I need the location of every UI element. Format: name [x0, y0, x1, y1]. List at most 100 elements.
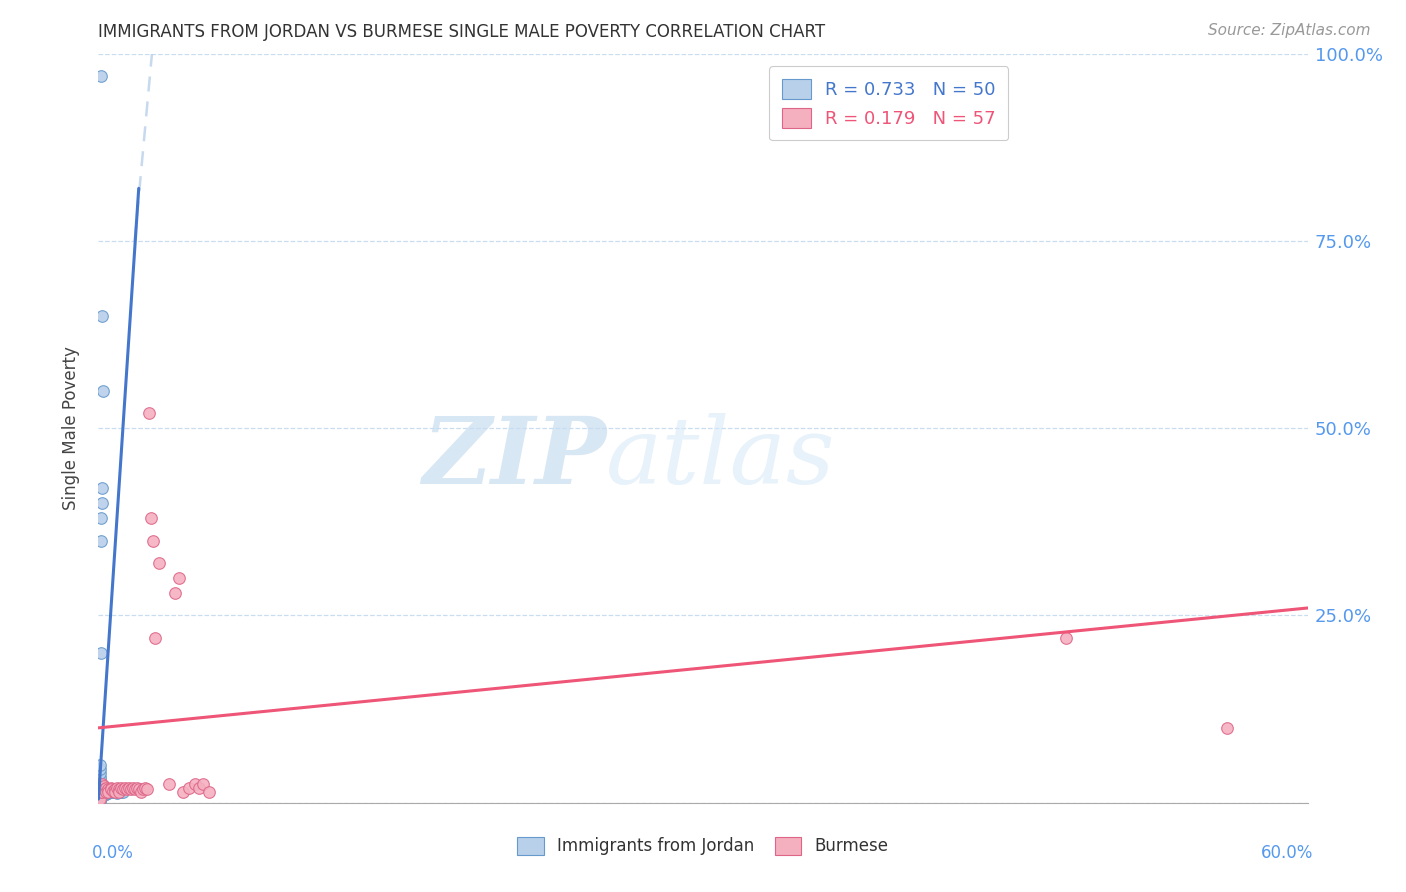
Point: [93, 785, 115, 799]
Point: [100, 782, 122, 797]
Point: [135, 782, 157, 797]
Point: [179, 780, 201, 795]
Point: [100, 780, 122, 795]
Point: [132, 782, 155, 797]
Point: [93, 780, 115, 794]
Point: [1054, 631, 1077, 645]
Text: atlas: atlas: [606, 413, 835, 503]
Point: [121, 780, 143, 795]
Point: [143, 631, 166, 645]
Point: [91, 496, 114, 510]
Text: 0.0%: 0.0%: [93, 844, 134, 862]
Point: [89, 790, 111, 805]
Point: [89, 762, 111, 776]
Point: [105, 786, 128, 800]
Point: [89, 793, 111, 807]
Point: [90, 646, 112, 660]
Point: [167, 571, 190, 585]
Point: [97, 785, 120, 799]
Point: [90, 69, 112, 83]
Point: [89, 789, 111, 803]
Point: [138, 406, 160, 420]
Point: [128, 782, 150, 797]
Point: [89, 787, 111, 801]
Point: [91, 784, 114, 798]
Point: [91, 777, 114, 791]
Point: [93, 784, 115, 798]
Point: [91, 784, 114, 798]
Point: [96, 784, 118, 798]
Point: [89, 774, 111, 789]
Point: [89, 758, 111, 772]
Point: [172, 784, 194, 798]
Point: [107, 782, 129, 797]
Text: IMMIGRANTS FROM JORDAN VS BURMESE SINGLE MALE POVERTY CORRELATION CHART: IMMIGRANTS FROM JORDAN VS BURMESE SINGLE…: [98, 23, 825, 41]
Point: [125, 780, 148, 795]
Point: [89, 777, 111, 791]
Point: [96, 787, 118, 801]
Point: [1216, 721, 1239, 735]
Point: [93, 784, 115, 798]
Point: [118, 780, 141, 795]
Point: [91, 780, 114, 795]
Point: [89, 779, 111, 793]
Point: [91, 309, 114, 323]
Point: [114, 780, 136, 795]
Point: [101, 784, 124, 798]
Point: [91, 784, 114, 798]
Point: [110, 785, 132, 799]
Point: [89, 780, 111, 795]
Point: [100, 785, 122, 799]
Point: [148, 556, 170, 570]
Point: [96, 786, 118, 800]
Point: [184, 777, 207, 791]
Point: [115, 782, 138, 797]
Y-axis label: Single Male Poverty: Single Male Poverty: [62, 346, 80, 510]
Point: [107, 784, 129, 798]
Point: [91, 787, 114, 801]
Point: [89, 789, 111, 803]
Point: [111, 782, 134, 797]
Point: [89, 794, 111, 808]
Point: [103, 784, 125, 798]
Text: Source: ZipAtlas.com: Source: ZipAtlas.com: [1208, 23, 1371, 38]
Point: [111, 784, 134, 798]
Point: [90, 533, 112, 548]
Point: [96, 780, 118, 795]
Point: [103, 782, 125, 797]
Point: [198, 784, 221, 798]
Point: [89, 785, 111, 799]
Point: [89, 792, 111, 806]
Text: ZIP: ZIP: [422, 413, 606, 503]
Point: [89, 786, 111, 800]
Point: [89, 789, 111, 804]
Point: [89, 782, 111, 797]
Point: [93, 789, 115, 803]
Point: [89, 785, 111, 799]
Point: [89, 782, 111, 797]
Point: [89, 765, 111, 780]
Point: [89, 773, 111, 788]
Point: [142, 533, 165, 548]
Point: [107, 784, 129, 798]
Point: [110, 780, 132, 795]
Point: [97, 786, 120, 800]
Point: [97, 784, 120, 798]
Point: [139, 511, 162, 525]
Point: [91, 481, 114, 495]
Point: [89, 780, 111, 794]
Point: [103, 785, 125, 799]
Point: [163, 586, 186, 600]
Point: [89, 784, 111, 798]
Point: [120, 782, 142, 797]
Point: [105, 780, 128, 795]
Point: [89, 784, 111, 798]
Point: [89, 788, 111, 802]
Point: [90, 511, 112, 525]
Point: [129, 784, 152, 798]
Text: 60.0%: 60.0%: [1261, 844, 1313, 862]
Point: [124, 782, 146, 797]
Point: [89, 784, 111, 798]
Point: [134, 780, 156, 795]
Point: [89, 791, 111, 805]
